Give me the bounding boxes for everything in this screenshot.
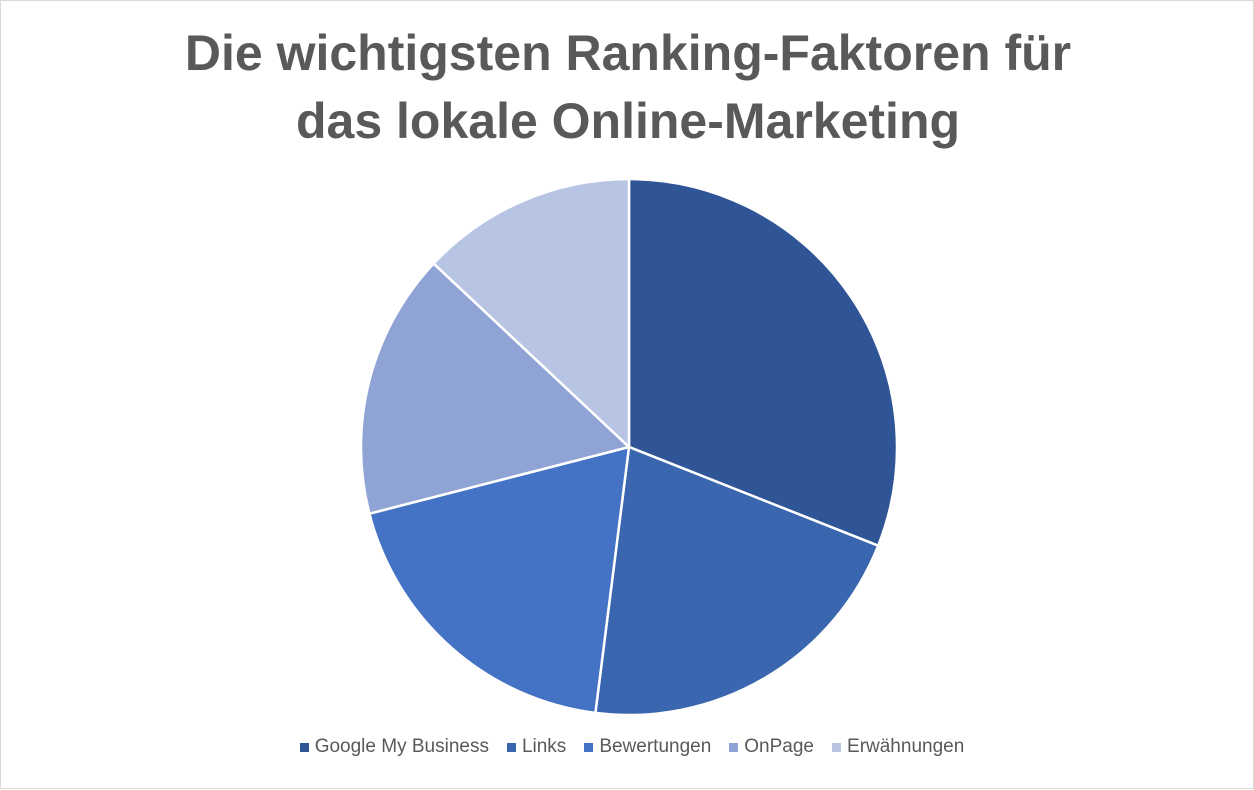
chart-title-line-2: das lokale Online-Marketing (295, 93, 961, 149)
legend-label: Bewertungen (599, 736, 712, 757)
legend-item-bewertungen: Bewertungen (584, 736, 711, 758)
legend-swatch (584, 742, 594, 752)
legend-swatch (506, 742, 516, 752)
legend-item-erwähnungen: Erwähnungen (832, 736, 964, 758)
chart-legend: Google My Business Links Bewertungen OnPage… (1, 734, 1254, 760)
pie-slice-google-my-business (627, 177, 899, 547)
legend-item-google-my-business: Google My Business (299, 736, 489, 758)
pie-slice-onpage (359, 262, 631, 515)
legend-item-onpage: OnPage (729, 736, 814, 758)
legend-swatch (832, 742, 842, 752)
legend-swatch (729, 742, 739, 752)
legend-label: OnPage (744, 736, 815, 757)
pie-slice-links (594, 445, 880, 717)
legend-label: Google My Business (314, 736, 489, 757)
pie-slice-erwähnungen (432, 177, 631, 449)
legend-swatch (299, 742, 309, 752)
chart-title-line-1: Die wichtigsten Ranking-Faktoren für (184, 25, 1072, 81)
legend-item-links: Links (506, 736, 567, 758)
legend-label: Erwähnungen (847, 736, 965, 757)
legend-label: Links (521, 736, 567, 757)
pie-slice-bewertungen (368, 445, 631, 715)
